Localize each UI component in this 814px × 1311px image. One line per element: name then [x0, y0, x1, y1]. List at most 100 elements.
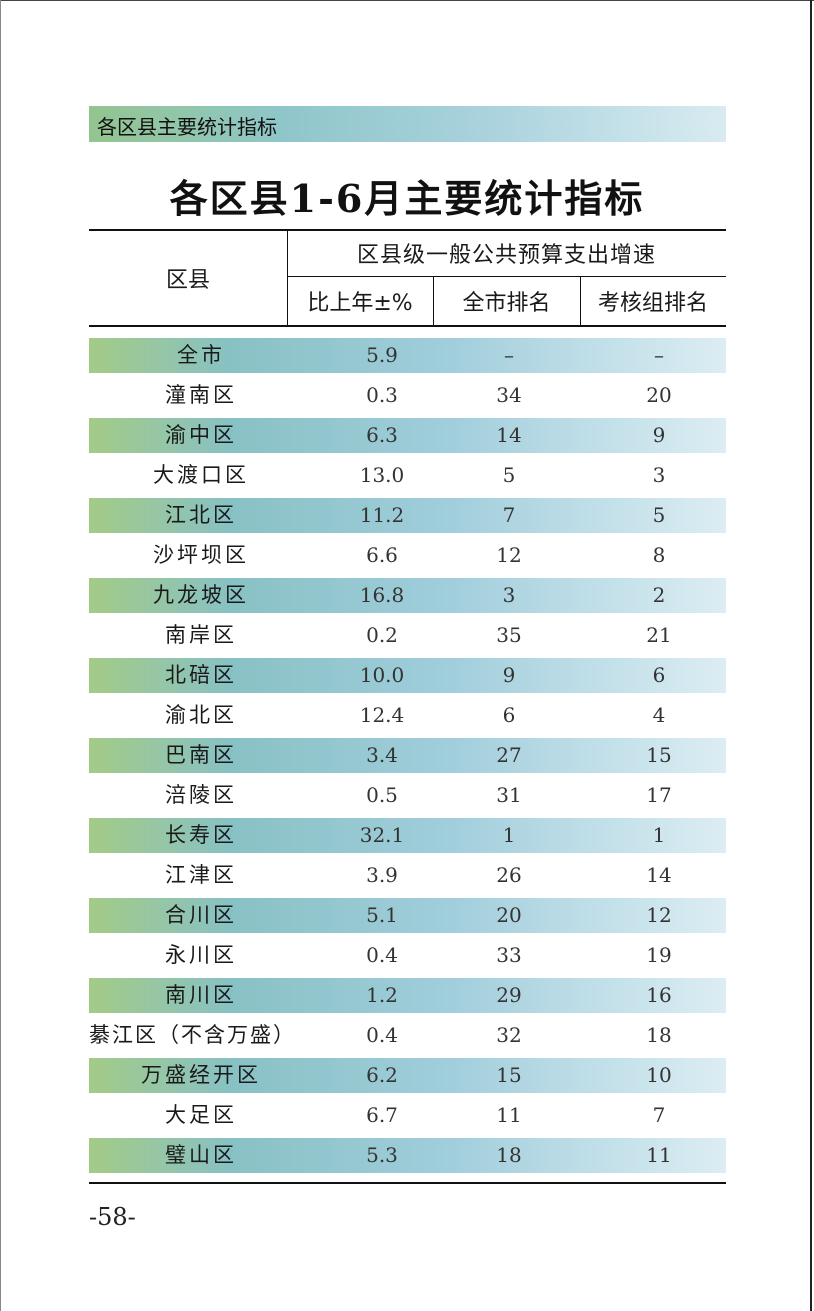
city-rank: 11 — [496, 1103, 522, 1127]
group-rank: 5 — [652, 503, 666, 527]
city-rank: 6 — [502, 703, 516, 727]
header-bottom-rule — [89, 325, 726, 327]
header-group: 区县级一般公共预算支出增速 — [356, 243, 656, 268]
group-rank: 4 — [652, 703, 666, 727]
county-name: 北碚区 — [165, 663, 237, 687]
county-name: 九龙坡区 — [153, 583, 249, 607]
table-row: 全市 5.9 – – — [89, 338, 726, 373]
city-rank: 1 — [502, 823, 516, 847]
table-row: 九龙坡区 16.8 3 2 — [89, 578, 726, 613]
county-name: 江北区 — [165, 503, 237, 527]
city-rank: 31 — [496, 783, 522, 807]
table-row: 大渡口区 13.0 5 3 — [89, 458, 726, 493]
growth-pct: 32.1 — [359, 823, 405, 847]
county-name: 渝北区 — [165, 703, 237, 727]
table-row: 渝中区 6.3 14 9 — [89, 418, 726, 453]
growth-pct: 6.6 — [366, 543, 398, 567]
growth-pct: 5.9 — [366, 343, 398, 367]
growth-pct: 3.9 — [366, 863, 398, 887]
county-name: 璧山区 — [165, 1143, 237, 1167]
group-rank: 15 — [646, 743, 672, 767]
header-mid-rule — [287, 276, 726, 277]
city-rank: 18 — [496, 1143, 522, 1167]
group-rank: 9 — [652, 423, 666, 447]
growth-pct: 6.7 — [366, 1103, 398, 1127]
county-name: 沙坪坝区 — [153, 543, 249, 567]
growth-pct: 16.8 — [359, 583, 405, 607]
growth-pct: 5.3 — [366, 1143, 398, 1167]
group-rank: 6 — [652, 663, 666, 687]
county-name: 长寿区 — [165, 823, 237, 847]
county-name: 合川区 — [165, 903, 237, 927]
group-rank: 19 — [646, 943, 672, 967]
county-name: 渝中区 — [165, 423, 237, 447]
table-row: 涪陵区 0.5 31 17 — [89, 778, 726, 813]
group-rank: 20 — [646, 383, 672, 407]
header-divider — [287, 231, 288, 325]
city-rank: – — [504, 343, 514, 367]
group-rank: 2 — [652, 583, 666, 607]
city-rank: 35 — [496, 623, 522, 647]
group-rank: 8 — [652, 543, 666, 567]
growth-pct: 6.2 — [366, 1063, 398, 1087]
growth-pct: 0.4 — [366, 1023, 398, 1047]
table-row: 永川区 0.4 33 19 — [89, 938, 726, 973]
group-rank: 12 — [646, 903, 672, 927]
table-row: 沙坪坝区 6.6 12 8 — [89, 538, 726, 573]
growth-pct: 5.1 — [366, 903, 398, 927]
table-row: 潼南区 0.3 34 20 — [89, 378, 726, 413]
county-name: 涪陵区 — [165, 783, 237, 807]
city-rank: 20 — [496, 903, 522, 927]
city-rank: 29 — [496, 983, 522, 1007]
header-divider — [433, 277, 434, 325]
table-row: 长寿区 32.1 1 1 — [89, 818, 726, 853]
county-name: 永川区 — [165, 943, 237, 967]
group-rank: 21 — [646, 623, 672, 647]
growth-pct: 1.2 — [366, 983, 398, 1007]
table-bottom-rule — [89, 1182, 726, 1184]
city-rank: 12 — [496, 543, 522, 567]
section-banner-label: 各区县主要统计指标 — [97, 115, 277, 139]
page-border-top — [0, 0, 814, 1]
table-row: 万盛经开区 6.2 15 10 — [89, 1058, 726, 1093]
growth-pct: 11.2 — [359, 503, 405, 527]
growth-pct: 0.5 — [366, 783, 398, 807]
city-rank: 3 — [502, 583, 516, 607]
county-name: 大足区 — [165, 1103, 237, 1127]
group-rank: 16 — [646, 983, 672, 1007]
county-name: 巴南区 — [165, 743, 237, 767]
city-rank: 26 — [496, 863, 522, 887]
county-name: 大渡口区 — [153, 463, 249, 487]
section-banner: 各区县主要统计指标 — [89, 106, 726, 142]
header-county: 区县 — [165, 268, 210, 293]
city-rank: 7 — [502, 503, 516, 527]
city-rank: 15 — [496, 1063, 522, 1087]
group-rank: 11 — [646, 1143, 672, 1167]
county-name: 綦江区（不含万盛） — [89, 1023, 296, 1047]
table-header: 区县 区县级一般公共预算支出增速 比上年±% 全市排名 考核组排名 — [89, 231, 726, 325]
county-name: 南岸区 — [165, 623, 237, 647]
table-row: 合川区 5.1 20 12 — [89, 898, 726, 933]
city-rank: 9 — [502, 663, 516, 687]
city-rank: 33 — [496, 943, 522, 967]
county-name: 南川区 — [165, 983, 237, 1007]
table-row: 南川区 1.2 29 16 — [89, 978, 726, 1013]
header-city-rank: 全市排名 — [462, 291, 551, 316]
city-rank: 14 — [496, 423, 522, 447]
city-rank: 5 — [502, 463, 516, 487]
table-row: 江津区 3.9 26 14 — [89, 858, 726, 893]
group-rank: 17 — [646, 783, 672, 807]
growth-pct: 10.0 — [359, 663, 405, 687]
table-top-rule — [89, 229, 726, 231]
page-number: -58- — [89, 1203, 136, 1231]
growth-pct: 3.4 — [366, 743, 398, 767]
growth-pct: 6.3 — [366, 423, 398, 447]
group-rank: – — [654, 343, 664, 367]
table-row: 大足区 6.7 11 7 — [89, 1098, 726, 1133]
county-name: 江津区 — [165, 863, 237, 887]
group-rank: 10 — [646, 1063, 672, 1087]
group-rank: 14 — [646, 863, 672, 887]
growth-pct: 13.0 — [359, 463, 405, 487]
growth-pct: 0.4 — [366, 943, 398, 967]
table-row: 南岸区 0.2 35 21 — [89, 618, 726, 653]
